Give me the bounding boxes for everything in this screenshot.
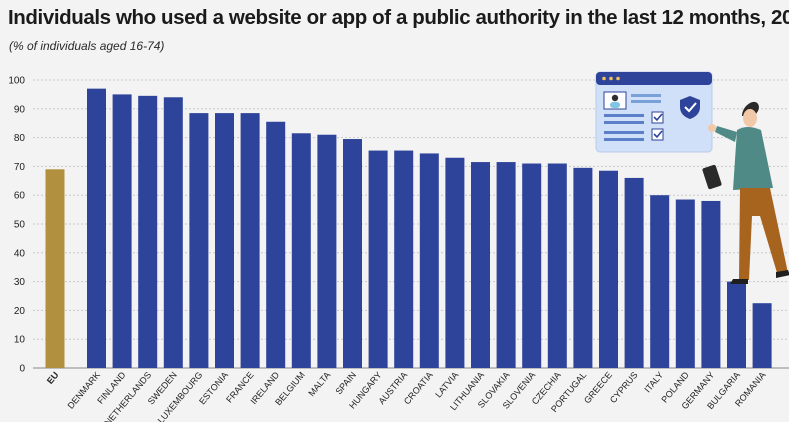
y-tick-label: 20 [14,306,26,317]
text-line [604,138,644,141]
illustration [595,71,789,284]
y-axis: 0 10 20 30 40 50 60 70 80 90 100 [8,76,25,375]
bar-romania [752,303,772,368]
bar-finland [112,94,132,369]
bar-portugal [573,167,593,368]
bar-slovakia [496,162,516,368]
bar-denmark [87,88,106,368]
bar-malta [317,134,337,368]
bar-belgium [291,133,311,368]
bar-poland [675,199,695,368]
chart-title: Individuals who used a website or app of… [8,6,789,29]
y-tick-label: 70 [14,162,26,173]
bar-greece [599,170,618,368]
bar-czechia [547,163,567,368]
x-tick-label: DENMARK [65,370,102,411]
checkbox-icon [651,128,664,141]
text-line [604,131,644,134]
x-tick-label: MALTA [306,370,332,398]
chart-subtitle: (% of individuals aged 16-74) [9,39,165,53]
bar-latvia [445,157,465,368]
bar-lithuania [471,162,490,368]
y-tick-label: 0 [19,364,25,375]
text-line [604,114,644,117]
bar-croatia [419,153,439,368]
bar-sweden [163,97,183,368]
y-tick-label: 10 [14,335,26,346]
bar-austria [394,150,414,368]
y-tick-label: 40 [14,248,26,259]
x-tick-label: SPAIN [333,370,358,397]
bar-germany [701,200,721,368]
y-tick-label: 80 [14,133,26,144]
person-with-phone-icon [702,101,789,284]
bar-spain [343,139,362,368]
bar-estonia [215,113,234,369]
x-tick-label: LUXEMBOURG [156,370,205,422]
profile-card-icon [603,91,661,110]
y-tick-label: 90 [14,104,26,115]
category-labels: EU DENMARKFINLANDNETHERLANDSSWEDENLUXEMBO… [45,369,768,422]
bar-luxembourg [189,113,209,369]
x-tick-label: ITALY [642,370,665,395]
bar-bulgaria [727,281,746,368]
bar-netherlands [138,95,158,368]
bar-slovenia [522,163,542,368]
y-tick-label: 50 [14,220,26,231]
bar-ireland [266,121,286,368]
checkbox-icon [651,111,664,124]
bars [45,88,772,369]
x-tick-label: EU [45,370,61,386]
bar-france [240,113,260,369]
bar-italy [650,195,670,368]
shield-check-icon [680,96,700,119]
bar-cyprus [624,177,644,368]
y-tick-label: 30 [14,277,26,288]
bar-eu [45,169,65,368]
y-tick-label: 60 [14,191,26,202]
y-tick-label: 100 [8,76,25,87]
text-line [604,121,644,124]
bar-hungary [368,150,388,368]
